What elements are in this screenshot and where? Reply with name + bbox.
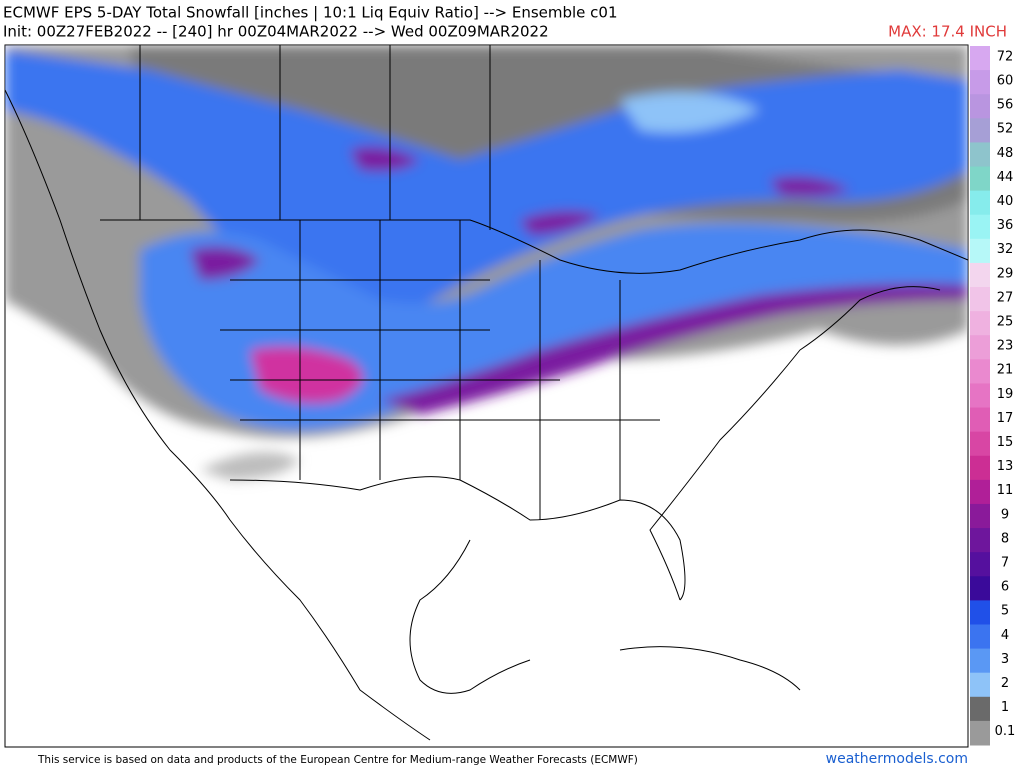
colorbar-swatch <box>970 696 990 722</box>
colorbar-swatch <box>970 528 990 553</box>
footer-site: weathermodels.com <box>826 751 968 767</box>
colorbar-swatch <box>970 383 990 409</box>
footer-notice: This service is based on data and produc… <box>37 754 638 766</box>
colorbar-label: 1 <box>1001 700 1009 715</box>
colorbar-swatch <box>970 431 990 457</box>
colorbar-swatch <box>970 552 990 577</box>
colorbar-label: 40 <box>997 194 1014 209</box>
colorbar-label: 23 <box>997 339 1014 354</box>
max-label: MAX: 17.4 INCH <box>888 23 1007 41</box>
colorbar-label: 11 <box>997 483 1014 498</box>
colorbar-swatch <box>970 600 990 625</box>
colorbar-swatch <box>970 455 990 481</box>
colorbar-swatch <box>970 359 990 384</box>
colorbar-swatch <box>970 142 990 168</box>
colorbar-label: 17 <box>997 411 1014 426</box>
map <box>4 44 969 748</box>
colorbar-label: 44 <box>997 170 1014 185</box>
colorbar-label: 15 <box>997 435 1014 450</box>
colorbar-swatch <box>970 576 990 601</box>
colorbar-label: 7 <box>1001 556 1009 571</box>
snow-field <box>5 45 968 480</box>
colorbar-swatch <box>970 46 990 71</box>
colorbar-swatch <box>970 648 990 674</box>
colorbar-label: 13 <box>997 459 1014 474</box>
colorbar-swatch <box>970 335 990 360</box>
colorbar-label: 52 <box>997 122 1014 137</box>
colorbar-label: 5 <box>1001 604 1009 619</box>
colorbar-swatch <box>970 214 990 240</box>
colorbar-label: 3 <box>1001 652 1009 667</box>
colorbar-swatch <box>970 624 990 650</box>
colorbar-label: 27 <box>997 290 1014 305</box>
colorbar-swatch <box>970 672 990 698</box>
colorbar-label: 56 <box>997 98 1014 113</box>
colorbar-swatch <box>970 720 990 746</box>
colorbar-label: 6 <box>1001 580 1009 595</box>
colorbar-swatch <box>970 118 990 143</box>
colorbar-label: 2 <box>1001 676 1009 691</box>
colorbar-swatch <box>970 407 990 433</box>
colorbar-swatch <box>970 70 990 95</box>
colorbar-label: 36 <box>997 218 1014 233</box>
colorbar-label: 0.1 <box>995 724 1016 739</box>
colorbar-swatch <box>970 166 990 192</box>
colorbar: 7260565248444036322927252321191715131198… <box>970 46 1015 746</box>
colorbar-swatch <box>970 238 990 264</box>
colorbar-label: 19 <box>997 387 1014 402</box>
colorbar-label: 4 <box>1001 628 1009 643</box>
colorbar-label: 25 <box>997 314 1014 329</box>
colorbar-label: 9 <box>1001 507 1009 522</box>
colorbar-swatch <box>970 311 990 336</box>
colorbar-label: 60 <box>997 73 1014 88</box>
colorbar-label: 32 <box>997 242 1014 257</box>
colorbar-swatch <box>970 190 990 216</box>
colorbar-label: 29 <box>997 266 1014 281</box>
colorbar-swatch <box>970 94 990 119</box>
colorbar-label: 8 <box>1001 531 1009 546</box>
title: ECMWF EPS 5-DAY Total Snowfall [inches |… <box>3 4 618 22</box>
colorbar-label: 72 <box>997 49 1014 64</box>
colorbar-swatch <box>970 479 990 505</box>
colorbar-label: 48 <box>997 146 1014 161</box>
colorbar-swatch <box>970 503 990 529</box>
colorbar-label: 21 <box>997 363 1014 378</box>
colorbar-swatch <box>970 287 990 312</box>
boundaries <box>4 45 969 741</box>
colorbar-swatch <box>970 262 990 288</box>
init-line: Init: 00Z27FEB2022 -- [240] hr 00Z04MAR2… <box>3 23 549 41</box>
